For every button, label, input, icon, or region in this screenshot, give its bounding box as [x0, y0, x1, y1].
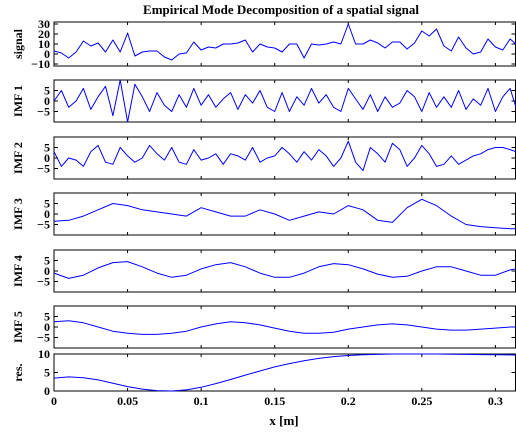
y-tick-label: 0	[44, 151, 50, 165]
panel-4: −505 IMF 4	[11, 249, 516, 293]
y-tick-label: −5	[37, 218, 50, 232]
series-line	[53, 198, 516, 230]
y-tick-label: 0	[44, 320, 50, 334]
x-tick-label: 0.05	[117, 394, 138, 408]
series-line	[53, 79, 516, 123]
series-line	[53, 261, 516, 279]
y-tick-label: 0	[44, 47, 50, 61]
x-tick-label: 0.15	[264, 394, 285, 408]
y-tick-label: 5	[44, 141, 50, 155]
y-axis-label: IMF 1	[11, 85, 25, 117]
y-tick-label: 0	[44, 384, 50, 398]
x-axis: 0 0.05 0.1 0.15 0.2 0.25 0.3	[51, 394, 503, 408]
x-tick-label: 0.3	[488, 394, 503, 408]
series-line	[53, 353, 516, 392]
y-axis-label: signal	[11, 28, 25, 59]
y-tick-label: 5	[44, 310, 50, 324]
x-tick-label: 0.25	[411, 394, 432, 408]
series-line	[53, 140, 516, 172]
panel-frame	[53, 305, 516, 349]
y-tick-label: 0	[44, 264, 50, 278]
panel-3: −505 IMF 3	[11, 192, 516, 236]
y-tick-label: 10	[38, 37, 50, 51]
x-tick-label: 0.2	[341, 394, 356, 408]
x-axis-label: x [m]	[269, 413, 298, 428]
y-tick-label: 5	[44, 366, 50, 380]
x-tick-label: 0.1	[194, 394, 209, 408]
y-tick-label: 30	[38, 17, 50, 31]
panel-frame	[53, 192, 516, 236]
series-line	[53, 23, 516, 61]
x-tick-label: 0	[51, 394, 57, 408]
y-tick-label: −5	[37, 275, 50, 289]
panel-6: 0 5 10 res.	[11, 347, 516, 398]
y-tick-label: −5	[37, 162, 50, 176]
y-tick-label: 5	[44, 197, 50, 211]
y-tick-label: 20	[38, 27, 50, 41]
y-tick-label: 5	[44, 254, 50, 268]
panel-2: −505 IMF 2	[11, 136, 516, 180]
y-axis-label: IMF 2	[11, 142, 25, 174]
y-tick-label: −10	[31, 57, 50, 71]
y-tick-label: 0	[44, 94, 50, 108]
y-tick-label: 5	[44, 84, 50, 98]
panel-1: −505 IMF 1	[11, 79, 516, 123]
y-axis-label: IMF 4	[11, 255, 25, 287]
y-axis-label: res.	[11, 363, 25, 381]
panel-frame	[53, 136, 516, 180]
y-tick-label: −5	[37, 105, 50, 119]
panel-5: −505 IMF 5	[11, 305, 516, 349]
y-axis-label: IMF 5	[11, 311, 25, 343]
y-tick-label: −5	[37, 331, 50, 345]
chart-title: Empirical Mode Decomposition of a spatia…	[143, 2, 419, 17]
y-tick-label: 0	[44, 207, 50, 221]
y-axis-label: IMF 3	[11, 198, 25, 230]
y-tick-label: 10	[38, 347, 50, 361]
panel-frame	[53, 249, 516, 293]
series-line	[53, 320, 516, 335]
